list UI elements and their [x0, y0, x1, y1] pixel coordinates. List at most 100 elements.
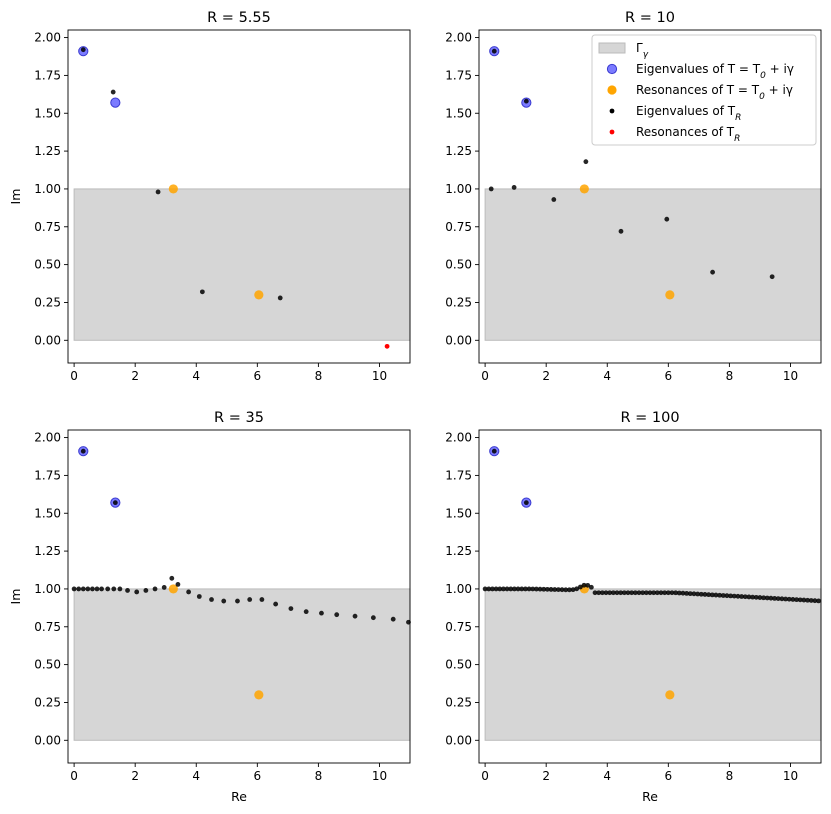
eigenvalue-TR-point	[559, 587, 565, 593]
y-tick-label: 1.75	[34, 468, 61, 482]
eigenvalue-TR-point	[610, 590, 616, 596]
eigenvalue-TR-point	[750, 594, 755, 600]
y-tick-label: 1.50	[445, 106, 472, 120]
legend-label-tr_res: Resonances of TR	[636, 125, 740, 144]
eigenvalue-TR-point	[769, 274, 775, 280]
y-tick-label: 1.00	[34, 182, 61, 196]
legend-label-tail: + iγ	[765, 83, 793, 97]
eigenvalue-TR-point	[209, 597, 214, 602]
eigenvalue-TR-point	[112, 500, 118, 506]
eigenvalue-TR-point	[665, 590, 671, 596]
legend-label-main: Resonances of T = T	[636, 83, 760, 97]
eigenvalue-TR-point	[563, 587, 569, 593]
eigenvalue-TR-point	[625, 590, 631, 596]
eigenvalue-TR-point	[99, 586, 104, 592]
eigenvalue-TR-point	[574, 586, 580, 592]
eigenvalue-TR-point	[152, 586, 158, 592]
eigenvalue-TR-point	[794, 597, 799, 603]
panel-3: 0 2 4 6 8 10 0.00 0.25 0.50 0.75 1.00 1.25 1.50 1.75 2…	[8, 410, 411, 804]
resonance-T-point	[665, 290, 675, 300]
x-tick-label: 4	[603, 769, 611, 783]
eigenvalue-TR-point	[508, 586, 514, 592]
y-tick-label: 0.75	[34, 620, 61, 634]
eigenvalue-TR-point	[523, 98, 529, 104]
x-tick-label: 6	[665, 769, 673, 783]
eigenvalue-TR-point	[76, 586, 82, 592]
eigenvalue-TR-point	[352, 613, 358, 619]
eigenvalue-TR-point	[94, 586, 100, 592]
eigenvalue-TR-point	[775, 596, 781, 602]
panel-title: R = 100	[620, 410, 679, 426]
eigenvalue-TR-point	[724, 593, 730, 599]
legend-label-main: Resonances of T	[636, 125, 735, 139]
legend-label-sub: 0	[760, 71, 766, 81]
eigenvalue-TR-point	[786, 596, 792, 602]
eigenvalue-TR-point	[753, 594, 759, 600]
gamma-region	[73, 188, 411, 341]
eigenvalue-TR-point	[768, 595, 774, 601]
x-axis-label: Re	[231, 789, 247, 804]
x-tick-label: 10	[783, 769, 798, 783]
eigenvalue-TR-point	[643, 590, 649, 596]
eigenvalue-TR-point	[698, 591, 704, 597]
y-tick-label: 0.75	[445, 620, 472, 634]
eigenvalue-TR-point	[695, 591, 701, 597]
resonance-T-point	[168, 584, 178, 594]
legend-label-sub: 0	[759, 92, 765, 102]
eigenvalue-TR-point	[790, 597, 796, 602]
eigenvalue-T-point	[110, 97, 121, 108]
eigenvalue-TR-point	[592, 590, 598, 596]
resonance-T-point	[254, 290, 264, 300]
eigenvalue-TR-point	[196, 594, 202, 599]
y-tick-label: 1.50	[34, 506, 61, 520]
eigenvalue-TR-point	[797, 597, 803, 603]
eigenvalue-TR-point	[552, 587, 558, 592]
eigenvalue-TR-point	[651, 590, 657, 596]
eigenvalue-TR-point	[519, 586, 525, 592]
gamma-region	[484, 588, 822, 741]
eigenvalue-TR-point	[303, 609, 309, 615]
y-tick-label: 2.00	[34, 31, 61, 45]
eigenvalue-TR-point	[534, 586, 539, 592]
eigenvalue-TR-point	[105, 586, 111, 592]
panel-2: 0 2 4 6 8 10 0.00 0.25 0.50 0.75 1.00 1.25 1.50 1.75 2…	[445, 10, 822, 383]
eigenvalue-TR-point	[551, 197, 557, 202]
eigenvalue-TR-point	[221, 598, 227, 604]
eigenvalue-TR-point	[599, 590, 605, 596]
y-tick-label: 1.75	[34, 68, 61, 82]
eigenvalue-TR-point	[555, 587, 561, 593]
eigenvalue-TR-point	[548, 587, 554, 592]
eigenvalue-TR-point	[530, 586, 536, 592]
plot-frame	[67, 29, 411, 364]
eigenvalue-TR-point	[390, 616, 396, 622]
eigenvalue-TR-point	[199, 289, 205, 295]
x-tick-label: 2	[131, 769, 139, 783]
eigenvalue-TR-point	[523, 586, 528, 592]
y-tick-label: 1.00	[445, 582, 472, 596]
y-tick-label: 0.00	[34, 733, 61, 747]
y-axis-label: Im	[8, 589, 23, 605]
eigenvalue-TR-point	[186, 589, 192, 595]
x-tick-label: 4	[603, 369, 611, 383]
y-tick-label: 0.50	[445, 258, 472, 272]
eigenvalue-TR-point	[607, 590, 613, 596]
x-tick-label: 0	[70, 769, 78, 783]
eigenvalue-TR-point	[110, 89, 116, 95]
eigenvalue-TR-point	[90, 586, 95, 592]
eigenvalue-TR-point	[80, 47, 86, 53]
legend-label-sub: R	[734, 134, 740, 144]
eigenvalue-TR-point	[488, 186, 494, 192]
eigenvalue-TR-point	[588, 584, 594, 590]
eigenvalue-TR-point	[504, 586, 510, 592]
eigenvalue-TR-point	[566, 587, 572, 593]
legend-label-eig: Eigenvalues of T = T0 + iγ	[636, 62, 794, 81]
y-tick-label: 1.00	[445, 182, 472, 196]
eigenvalue-TR-point	[125, 588, 130, 593]
y-tick-label: 1.25	[34, 144, 61, 158]
eigenvalue-TR-point	[710, 269, 715, 275]
y-tick-label: 0.50	[34, 258, 61, 272]
eigenvalue-TR-point	[523, 500, 529, 506]
eigenvalue-TR-point	[512, 586, 517, 592]
eigenvalue-TR-point	[537, 586, 543, 592]
eigenvalue-TR-point	[526, 586, 532, 592]
